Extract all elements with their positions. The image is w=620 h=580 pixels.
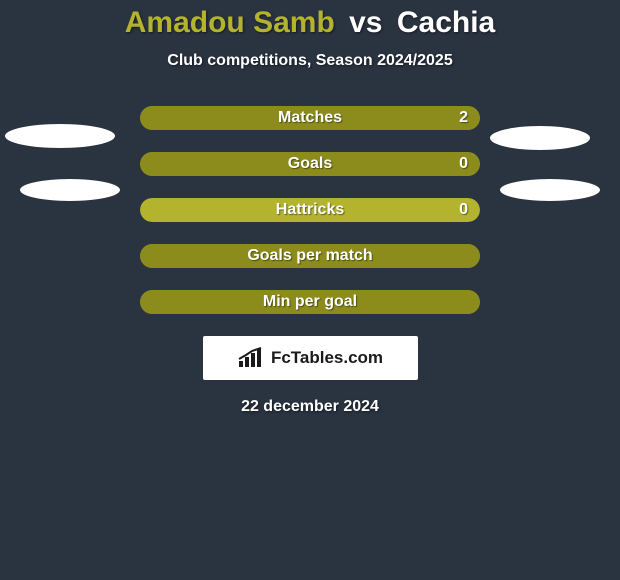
stat-row: Goals per match [140, 244, 480, 268]
stat-rows: Matches 2 Goals 0 Hattricks 0 Goals per match M… [140, 106, 480, 314]
stat-label: Min per goal [263, 293, 357, 311]
decorative-ellipse [5, 124, 115, 148]
stat-row: Min per goal [140, 290, 480, 314]
decorative-ellipse [490, 126, 590, 150]
subtitle: Club competitions, Season 2024/2025 [0, 52, 620, 70]
title-vs: vs [349, 6, 382, 39]
title-player-a: Amadou Samb [125, 6, 335, 39]
stat-label: Hattricks [276, 201, 344, 219]
decorative-ellipse [20, 179, 120, 201]
stat-value-right: 2 [459, 109, 468, 127]
chart-icon [237, 347, 265, 369]
stat-value-right: 0 [459, 155, 468, 173]
title-player-b: Cachia [397, 6, 495, 39]
date-line: 22 december 2024 [0, 398, 620, 416]
branding-box: FcTables.com [203, 336, 418, 380]
page-title: Amadou Samb vs Cachia [0, 0, 620, 40]
stat-value-right: 0 [459, 201, 468, 219]
stat-label: Matches [278, 109, 342, 127]
stat-row: Hattricks 0 [140, 198, 480, 222]
stat-label: Goals [288, 155, 332, 173]
decorative-ellipse [500, 179, 600, 201]
stat-row: Matches 2 [140, 106, 480, 130]
branding-text: FcTables.com [271, 348, 383, 368]
stat-label: Goals per match [247, 247, 372, 265]
stat-row: Goals 0 [140, 152, 480, 176]
